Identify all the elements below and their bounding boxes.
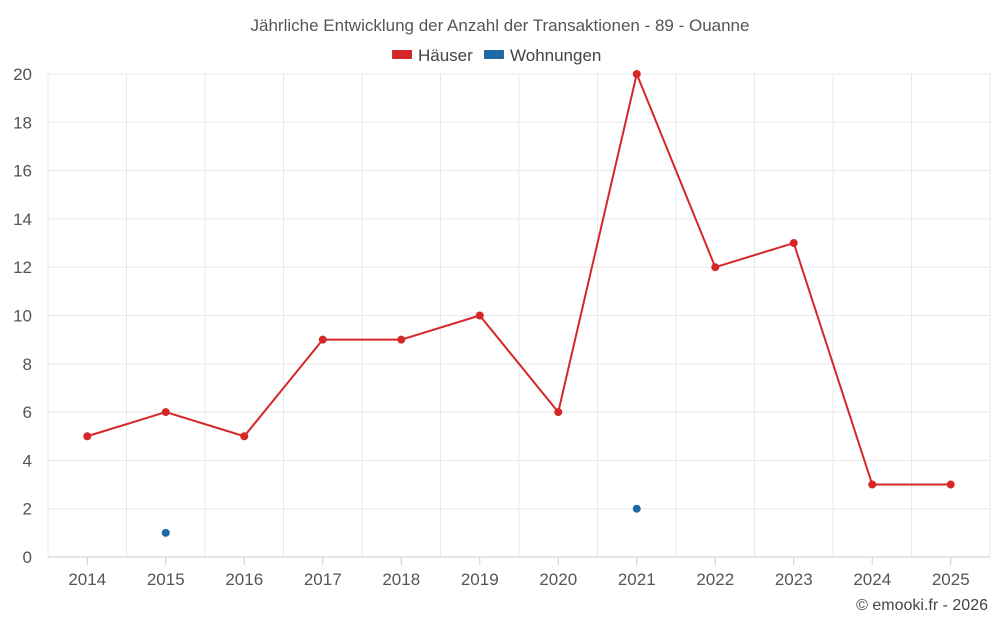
x-tick-label: 2021 [618, 570, 656, 589]
x-tick-label: 2019 [461, 570, 499, 589]
data-point-haeuser[interactable] [83, 432, 92, 441]
series-wohnungen [161, 504, 641, 537]
series [83, 70, 955, 537]
legend-swatch-haeuser [392, 50, 412, 59]
data-point-haeuser[interactable] [711, 263, 720, 272]
y-tick-label: 0 [23, 548, 32, 567]
legend-label-wohnungen: Wohnungen [510, 46, 601, 65]
y-tick-label: 2 [23, 500, 32, 519]
data-point-haeuser[interactable] [475, 311, 484, 320]
legend-item-haeuser[interactable]: Häuser [392, 46, 473, 65]
data-point-haeuser[interactable] [632, 70, 641, 78]
data-point-haeuser[interactable] [318, 335, 327, 344]
x-tick-label: 2015 [147, 570, 185, 589]
credit-text: © emooki.fr - 2026 [856, 597, 988, 614]
legend: Häuser Wohnungen [392, 46, 601, 65]
legend-swatch-wohnungen [484, 50, 504, 59]
x-tick-label: 2014 [68, 570, 106, 589]
series-line-haeuser [86, 73, 951, 486]
data-point-haeuser[interactable] [946, 480, 955, 489]
grid [47, 73, 991, 558]
y-tick-label: 18 [13, 113, 32, 132]
data-point-haeuser[interactable] [789, 239, 798, 248]
y-tick-label: 14 [13, 210, 32, 229]
data-point-haeuser[interactable] [868, 480, 877, 489]
x-tick-label: 2018 [382, 570, 420, 589]
y-tick-label: 8 [23, 355, 32, 374]
y-tick-label: 20 [13, 65, 32, 84]
legend-label-haeuser: Häuser [418, 46, 473, 65]
data-point-wohnungen[interactable] [161, 528, 170, 537]
y-tick-label: 16 [13, 162, 32, 181]
data-point-haeuser[interactable] [240, 432, 249, 441]
y-tick-label: 6 [23, 403, 32, 422]
x-tick-label: 2023 [775, 570, 813, 589]
chart-title: Jährliche Entwicklung der Anzahl der Tra… [251, 16, 750, 35]
legend-item-wohnungen[interactable]: Wohnungen [484, 46, 601, 65]
x-tick-label: 2017 [304, 570, 342, 589]
y-tick-label: 10 [13, 307, 32, 326]
series-haeuser [83, 70, 955, 489]
data-point-haeuser[interactable] [161, 408, 170, 417]
x-tick-label: 2016 [225, 570, 263, 589]
x-tick-label: 2022 [696, 570, 734, 589]
axes: 0 2 4 6 8 10 12 14 16 18 20 2014 2015 2016 2017 2018 201… [13, 65, 990, 589]
y-tick-label: 4 [23, 451, 32, 470]
data-point-haeuser[interactable] [554, 408, 563, 417]
x-tick-label: 2020 [539, 570, 577, 589]
data-point-haeuser[interactable] [397, 335, 406, 344]
x-tick-label: 2025 [932, 570, 970, 589]
data-point-wohnungen[interactable] [632, 504, 641, 513]
y-tick-label: 12 [13, 258, 32, 277]
x-tick-label: 2024 [853, 570, 891, 589]
